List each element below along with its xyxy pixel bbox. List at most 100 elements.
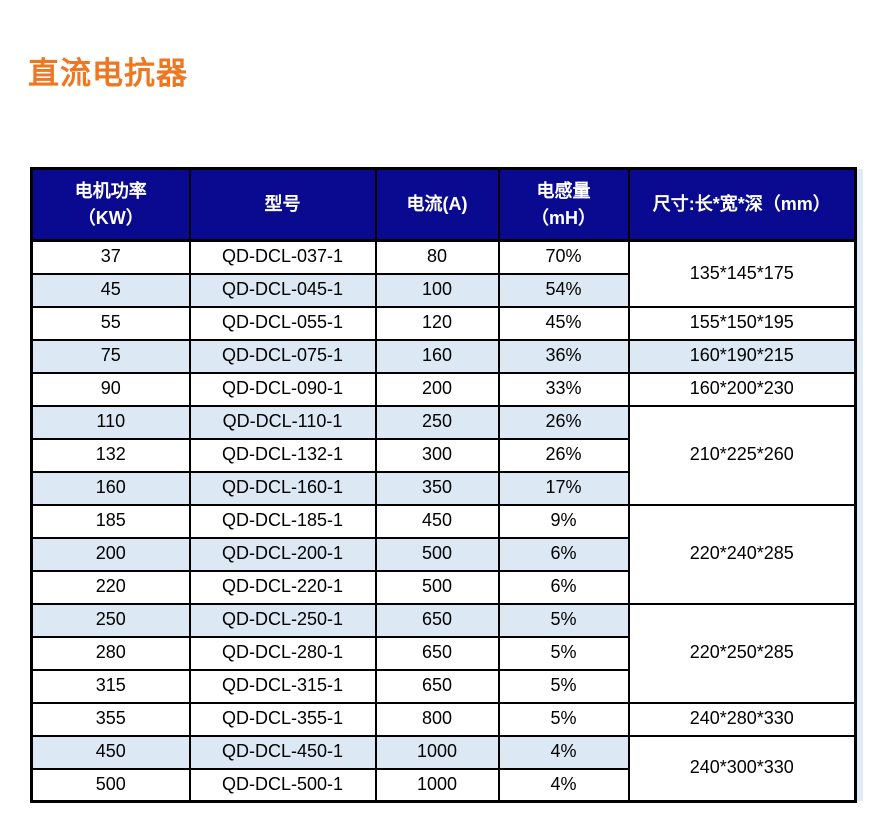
column-header-dimensions: 尺寸:长*宽*深（mm） xyxy=(627,167,857,242)
inductance-cell: 26% xyxy=(497,404,630,440)
inductance-cell: 70% xyxy=(497,239,630,275)
model-cell: QD-DCL-450-1 xyxy=(188,734,377,770)
inductance-cell: 45% xyxy=(497,305,630,341)
inductance-cell: 5% xyxy=(497,635,630,671)
table-row: 450 QD-DCL-450-1 1000 4% 240*300*330 xyxy=(30,734,857,803)
table-row: 355 QD-DCL-355-1 800 5% 240*280*330 xyxy=(30,701,857,737)
page-title: 直流电抗器 xyxy=(28,56,188,91)
inductance-cell: 6% xyxy=(497,569,630,605)
inductance-cell: 54% xyxy=(497,272,630,308)
model-cell: QD-DCL-090-1 xyxy=(188,371,377,407)
dimension-cell: 155*150*195 xyxy=(627,305,857,341)
model-cell: QD-DCL-185-1 xyxy=(188,503,377,539)
column-header-motor-power: 电机功率 （KW） xyxy=(30,167,191,242)
motor-power-cell: 132 xyxy=(30,437,191,473)
current-cell: 160 xyxy=(374,338,500,374)
motor-power-cell: 450 xyxy=(30,734,191,770)
table-row: 37 QD-DCL-037-1 80 70% 135*145*175 xyxy=(30,239,857,308)
inductance-cell: 4% xyxy=(497,734,630,770)
current-cell: 650 xyxy=(374,635,500,671)
model-cell: QD-DCL-045-1 xyxy=(188,272,377,308)
current-cell: 200 xyxy=(374,371,500,407)
current-cell: 650 xyxy=(374,668,500,704)
current-cell: 100 xyxy=(374,272,500,308)
current-cell: 450 xyxy=(374,503,500,539)
current-cell: 350 xyxy=(374,470,500,506)
current-cell: 300 xyxy=(374,437,500,473)
table-body: 37 QD-DCL-037-1 80 70% 135*145*175 45 QD… xyxy=(30,239,857,803)
dimension-cell: 210*225*260 xyxy=(627,404,857,506)
table-row: 185 QD-DCL-185-1 450 9% 220*240*285 xyxy=(30,503,857,605)
model-cell: QD-DCL-055-1 xyxy=(188,305,377,341)
current-cell: 1000 xyxy=(374,767,500,803)
motor-power-cell: 37 xyxy=(30,239,191,275)
table-header: 电机功率 （KW） 型号 电流(A) 电感量 （mH） 尺寸:长*宽*深（mm） xyxy=(30,167,857,242)
table-row: 75 QD-DCL-075-1 160 36% 160*190*215 xyxy=(30,338,857,374)
model-cell: QD-DCL-160-1 xyxy=(188,470,377,506)
current-cell: 120 xyxy=(374,305,500,341)
dimension-cell: 240*280*330 xyxy=(627,701,857,737)
dimension-cell: 160*190*215 xyxy=(627,338,857,374)
inductance-cell: 5% xyxy=(497,701,630,737)
motor-power-cell: 90 xyxy=(30,371,191,407)
inductance-cell: 5% xyxy=(497,668,630,704)
model-cell: QD-DCL-075-1 xyxy=(188,338,377,374)
inductance-cell: 5% xyxy=(497,602,630,638)
motor-power-cell: 250 xyxy=(30,602,191,638)
inductance-cell: 33% xyxy=(497,371,630,407)
inductance-cell: 36% xyxy=(497,338,630,374)
motor-power-cell: 220 xyxy=(30,569,191,605)
header-row: 电机功率 （KW） 型号 电流(A) 电感量 （mH） 尺寸:长*宽*深（mm） xyxy=(30,167,857,242)
column-header-current: 电流(A) xyxy=(374,167,500,242)
inductance-cell: 17% xyxy=(497,470,630,506)
current-cell: 1000 xyxy=(374,734,500,770)
current-cell: 500 xyxy=(374,536,500,572)
column-header-model: 型号 xyxy=(188,167,377,242)
motor-power-cell: 75 xyxy=(30,338,191,374)
motor-power-cell: 185 xyxy=(30,503,191,539)
model-cell: QD-DCL-500-1 xyxy=(188,767,377,803)
motor-power-cell: 160 xyxy=(30,470,191,506)
motor-power-cell: 280 xyxy=(30,635,191,671)
table-row: 250 QD-DCL-250-1 650 5% 220*250*285 xyxy=(30,602,857,704)
table-row: 132 QD-DCL-132-1 300 26% xyxy=(30,437,856,473)
model-cell: QD-DCL-037-1 xyxy=(188,239,377,275)
model-cell: QD-DCL-280-1 xyxy=(188,635,377,671)
motor-power-cell: 55 xyxy=(30,305,191,341)
dimension-cell: 220*250*285 xyxy=(627,602,857,704)
inductance-cell: 9% xyxy=(497,503,630,539)
current-cell: 800 xyxy=(374,701,500,737)
dimension-cell: 240*300*330 xyxy=(627,734,857,803)
current-cell: 650 xyxy=(374,602,500,638)
table-row: 280 QD-DCL-280-1 650 5% xyxy=(30,635,856,671)
current-cell: 500 xyxy=(374,569,500,605)
motor-power-cell: 500 xyxy=(30,767,191,803)
motor-power-cell: 110 xyxy=(30,404,191,440)
table-row: 315 QD-DCL-315-1 650 5% xyxy=(30,668,856,704)
motor-power-cell: 45 xyxy=(30,272,191,308)
table-row: 55 QD-DCL-055-1 120 45% 155*150*195 xyxy=(30,305,857,341)
motor-power-cell: 355 xyxy=(30,701,191,737)
motor-power-cell: 315 xyxy=(30,668,191,704)
inductance-cell: 4% xyxy=(497,767,630,803)
model-cell: QD-DCL-132-1 xyxy=(188,437,377,473)
column-header-inductance: 电感量 （mH） xyxy=(497,167,630,242)
table-row: 45 QD-DCL-045-1 100 54% xyxy=(30,272,856,308)
table-row: 90 QD-DCL-090-1 200 33% 160*200*230 xyxy=(30,371,857,407)
table-row: 160 QD-DCL-160-1 350 17% xyxy=(30,470,856,506)
current-cell: 80 xyxy=(374,239,500,275)
dimension-cell: 135*145*175 xyxy=(627,239,857,308)
model-cell: QD-DCL-200-1 xyxy=(188,536,377,572)
dimension-cell: 160*200*230 xyxy=(627,371,857,407)
table-row: 500 QD-DCL-500-1 1000 4% xyxy=(30,767,856,803)
dimension-cell: 220*240*285 xyxy=(627,503,857,605)
model-cell: QD-DCL-110-1 xyxy=(188,404,377,440)
table-row: 220 QD-DCL-220-1 500 6% xyxy=(30,569,856,605)
table-row: 200 QD-DCL-200-1 500 6% xyxy=(30,536,856,572)
model-cell: QD-DCL-250-1 xyxy=(188,602,377,638)
inductance-cell: 6% xyxy=(497,536,630,572)
table-row: 110 QD-DCL-110-1 250 26% 210*225*260 xyxy=(30,404,857,506)
model-cell: QD-DCL-220-1 xyxy=(188,569,377,605)
inductance-cell: 26% xyxy=(497,437,630,473)
